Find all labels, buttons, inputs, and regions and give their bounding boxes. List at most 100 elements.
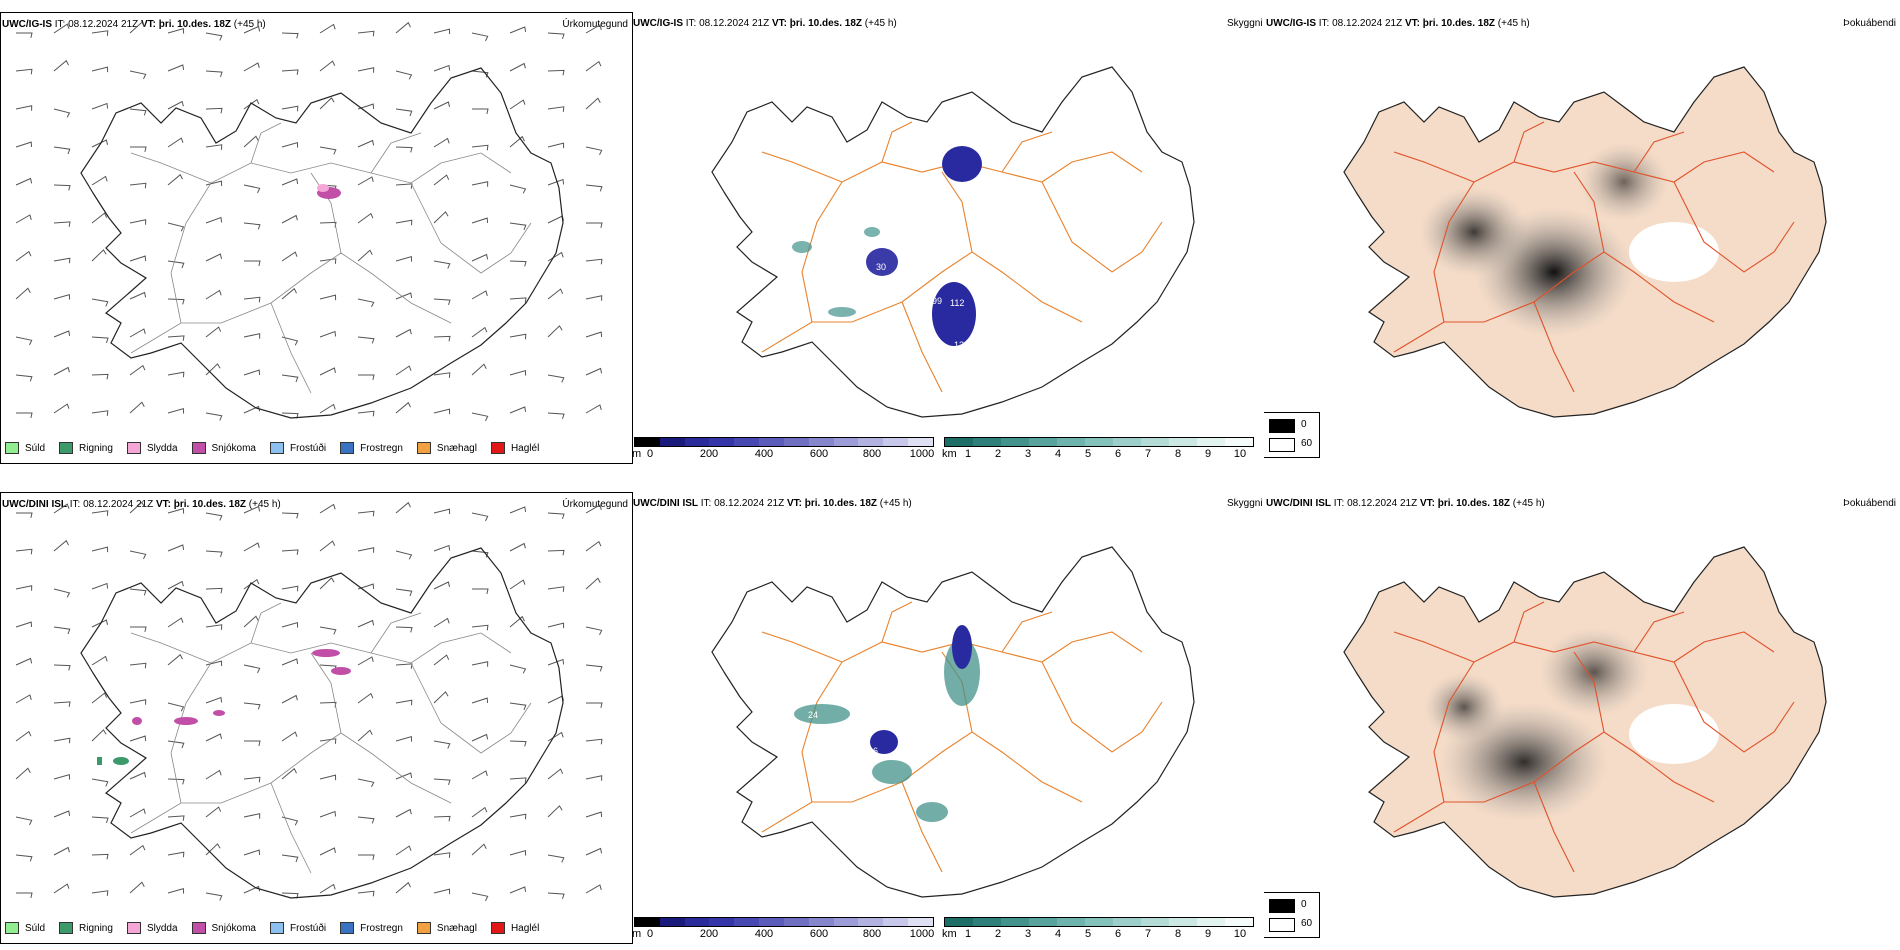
wind-barb <box>471 363 487 376</box>
wind-barb <box>167 64 185 72</box>
height-colorbar: m 0 200 400 600 800 1000 <box>632 917 934 940</box>
wind-barb <box>205 180 223 187</box>
height-colorbar: m 0 200 400 600 800 1000 <box>632 437 934 460</box>
wind-barb <box>395 772 413 780</box>
iceland-outline <box>80 547 564 899</box>
road-line <box>1533 781 1575 873</box>
wind-barb <box>281 816 299 826</box>
wind-barb <box>395 328 412 338</box>
wind-barb <box>15 657 33 666</box>
wind-barb <box>91 30 109 36</box>
wind-barb <box>509 579 526 590</box>
cloud-panel-bottom: UWC/DINI ISL IT: 08.12.2024 21Z VT: þri.… <box>632 492 1262 942</box>
wind-barb <box>205 587 223 594</box>
wind-barb <box>53 293 71 300</box>
wind-barb <box>395 881 411 894</box>
wind-barb <box>509 506 527 514</box>
wind-barb <box>585 97 601 110</box>
wind-barb <box>281 178 299 186</box>
wind-barb <box>433 508 451 515</box>
cloud-label: 25 <box>874 212 884 222</box>
wind-barb <box>585 367 603 376</box>
wind-barb <box>91 582 109 590</box>
wind-barb <box>358 374 375 381</box>
roads <box>1393 601 1795 873</box>
wind-barb <box>167 260 185 269</box>
wind-barb <box>205 144 223 150</box>
wind-barb <box>129 844 146 856</box>
wind-barb <box>281 512 299 519</box>
wind-barb <box>129 699 147 705</box>
precip-map <box>15 21 603 422</box>
wind-barb <box>167 407 185 414</box>
road-line <box>881 601 913 643</box>
wind-barb <box>167 222 185 232</box>
road-line <box>1673 181 1795 273</box>
fog-map <box>1343 66 1827 418</box>
wind-barb <box>471 661 489 667</box>
road-line <box>170 632 512 804</box>
legend-item: Rigning <box>59 442 113 454</box>
wind-barb <box>91 619 108 628</box>
legend-item: Frostúði <box>269 922 326 934</box>
wind-barb <box>509 886 527 894</box>
wind-barb <box>471 624 489 631</box>
wind-barb <box>585 24 602 34</box>
wind-barb <box>547 892 565 900</box>
wind-barb <box>53 108 71 118</box>
road-line <box>901 781 943 873</box>
wind-barb <box>357 729 373 742</box>
fog-field <box>1419 142 1719 337</box>
wind-barb <box>16 512 33 519</box>
wind-barb <box>395 146 413 153</box>
wind-barb <box>357 816 375 824</box>
cloud-cells <box>870 625 972 754</box>
wind-barb <box>509 184 527 194</box>
wind-barb <box>167 137 184 148</box>
wind-barb <box>167 173 183 186</box>
wind-barb <box>433 852 451 858</box>
wind-barb <box>53 701 71 707</box>
wind-barb <box>319 146 337 155</box>
road-line <box>901 301 943 393</box>
road-line <box>1633 611 1685 653</box>
road-line <box>1393 251 1715 353</box>
wind-barb <box>53 588 71 598</box>
wind-barb <box>433 815 451 822</box>
road-line <box>170 152 512 324</box>
wind-barb <box>357 656 374 666</box>
wind-barb <box>547 549 565 556</box>
wind-barb <box>129 501 145 514</box>
wind-barb <box>547 69 565 76</box>
wind-barb <box>91 102 109 110</box>
wind-barb <box>357 212 374 224</box>
wind-barb <box>547 854 565 863</box>
wind-barb <box>53 626 71 635</box>
wind-barb <box>509 849 527 856</box>
wind-barb <box>471 32 489 42</box>
fog-panel-top: UWC/IG-IS IT: 08.12.2024 21Z VT: þri. 10… <box>1264 12 1900 462</box>
wind-barb <box>586 222 603 229</box>
wind-barb <box>243 885 261 894</box>
cloud-map: 25 30 99 112 120 15 <box>711 66 1195 418</box>
road-line <box>1533 301 1575 393</box>
wind-barb <box>509 99 526 110</box>
wind-barb <box>243 578 260 590</box>
wind-barb <box>433 372 451 378</box>
wind-barb <box>357 692 374 704</box>
cloud-label: 34 <box>944 708 954 718</box>
wind-barb <box>91 336 109 344</box>
snow-area <box>132 649 351 725</box>
wind-barb <box>547 658 565 666</box>
wind-barb <box>243 615 259 628</box>
wind-barb <box>471 290 488 300</box>
legend-item: Frostúði <box>269 442 326 454</box>
wind-barb <box>281 585 299 592</box>
wind-barb <box>395 401 411 414</box>
wind-barb <box>547 106 565 112</box>
cloud-label: 36 <box>868 746 878 756</box>
wind-barb <box>472 588 489 595</box>
wind-barb <box>281 69 299 75</box>
legend-item: Súld <box>5 922 45 934</box>
wind-barb <box>547 622 565 629</box>
